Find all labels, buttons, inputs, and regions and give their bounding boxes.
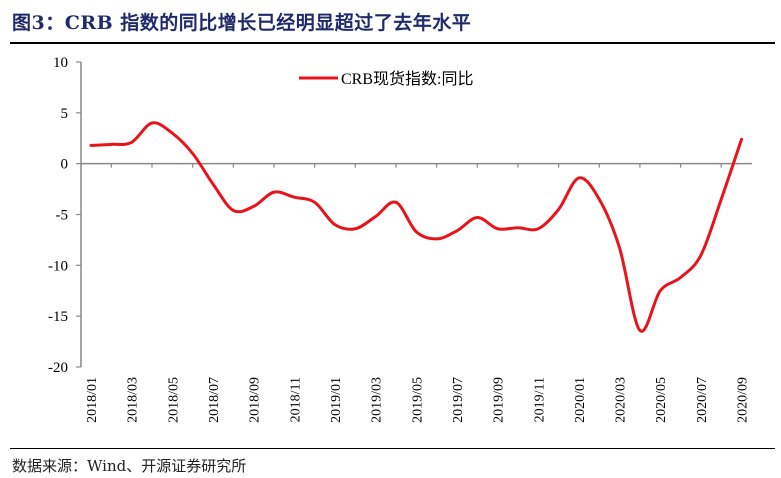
x-tick-label: 2018/09 — [248, 377, 263, 423]
x-tick-label: 2018/03 — [126, 377, 141, 423]
y-tick-label: -10 — [48, 258, 68, 274]
data-source-note: 数据来源：Wind、开源证券研究所 — [12, 457, 247, 475]
x-tick-label: 2020/03 — [614, 377, 629, 423]
x-tick-label: 2020/05 — [654, 377, 669, 423]
line-chart: 10 5 0 -5 -10 -15 -20 2018/01 2018/03 2018/05 2018… — [48, 55, 752, 423]
x-tick-label: 2019/01 — [329, 377, 344, 423]
x-tick-label: 2020/01 — [573, 377, 588, 423]
legend-label: CRB现货指数:同比 — [341, 70, 473, 88]
y-tick-label: 0 — [61, 157, 69, 173]
footer-divider — [10, 448, 775, 449]
x-tick-label: 2018/07 — [207, 377, 222, 423]
x-tick-label: 2019/07 — [451, 377, 466, 423]
x-tick-label: 2019/05 — [410, 377, 425, 423]
x-tick-label: 2019/03 — [370, 377, 385, 423]
chart-series — [89, 121, 744, 333]
chart-title: 图3：CRB 指数的同比增长已经明显超过了去年水平 — [12, 12, 472, 34]
y-tick-label: -5 — [56, 208, 69, 224]
series-line — [89, 121, 744, 333]
chart-legend: CRB现货指数:同比 — [299, 70, 473, 88]
chart-axes: 10 5 0 -5 -10 -15 -20 2018/01 2018/03 2018/05 2018… — [48, 55, 752, 423]
x-tick-label: 2018/01 — [85, 377, 100, 423]
x-tick-label: 2018/11 — [288, 377, 303, 422]
title-divider — [10, 42, 775, 44]
y-tick-label: 10 — [53, 55, 68, 71]
x-tick-label: 2018/05 — [166, 377, 181, 423]
x-tick-label: 2020/09 — [736, 377, 751, 423]
x-tick-label: 2019/09 — [492, 377, 507, 423]
y-tick-label: -20 — [48, 360, 68, 376]
x-tick-label: 2019/11 — [532, 377, 547, 422]
x-tick-label: 2020/07 — [695, 377, 710, 423]
y-tick-label: 5 — [61, 106, 69, 122]
y-tick-label: -15 — [48, 309, 68, 325]
